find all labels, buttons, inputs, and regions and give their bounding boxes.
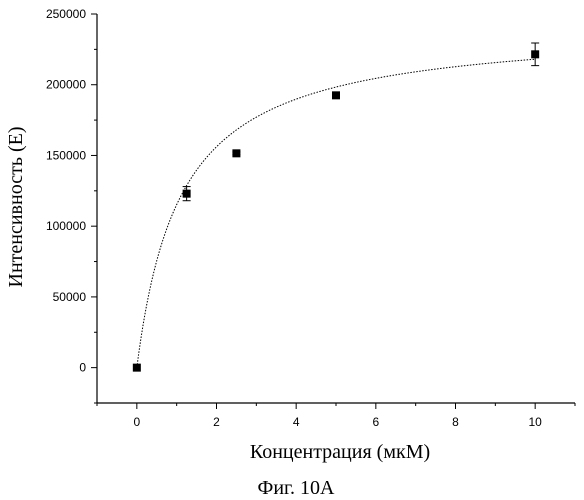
data-points-layer <box>133 43 539 372</box>
data-point <box>183 190 191 198</box>
x-axis-title: Концентрация (мкМ) <box>250 441 430 463</box>
axes: 0 2 4 6 8 10 0 50000 100000 150000 200000 250000 <box>46 7 575 429</box>
x-tick-label: 6 <box>372 415 379 429</box>
y-tick-label: 50000 <box>53 290 87 304</box>
x-tick-label: 0 <box>133 415 140 429</box>
fit-curve-layer <box>137 59 535 367</box>
y-tick-label: 250000 <box>46 7 86 21</box>
y-tick-label: 200000 <box>46 78 86 92</box>
y-tick-label: 0 <box>79 361 86 375</box>
data-point <box>133 364 141 372</box>
y-tick-label: 100000 <box>46 219 86 233</box>
data-point <box>232 149 240 157</box>
y-axis-title: Интенсивность (E) <box>5 127 27 288</box>
x-tick-label: 10 <box>528 415 542 429</box>
fit-curve <box>137 59 535 367</box>
x-tick-label: 4 <box>293 415 300 429</box>
x-tick-label: 8 <box>452 415 459 429</box>
x-tick-label: 2 <box>213 415 220 429</box>
figure-caption: Фиг. 10А <box>258 477 335 499</box>
data-point <box>531 50 539 58</box>
data-point <box>332 91 340 99</box>
y-tick-label: 150000 <box>46 148 86 162</box>
